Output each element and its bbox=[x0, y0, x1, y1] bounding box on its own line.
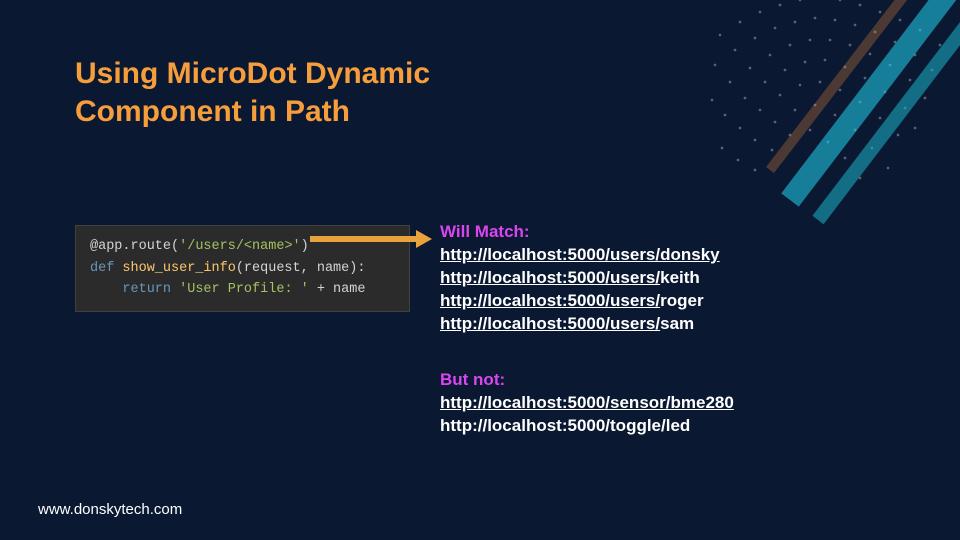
notmatch-url-item: http://localhost:5000/toggle/led bbox=[440, 415, 920, 438]
code-line-2: def show_user_info(request, name): bbox=[90, 258, 395, 280]
but-not-section: But not: http://localhost:5000/sensor/bm… bbox=[440, 370, 920, 438]
match-url-item: http://localhost:5000/users/keith bbox=[440, 267, 920, 290]
arrow-icon bbox=[310, 232, 432, 246]
match-url-list: http://localhost:5000/users/donsky http:… bbox=[440, 244, 920, 336]
page-title: Using MicroDot Dynamic Component in Path bbox=[75, 55, 555, 130]
code-line-3: return 'User Profile: ' + name bbox=[90, 279, 395, 301]
match-url-item: http://localhost:5000/users/sam bbox=[440, 313, 920, 336]
match-url-item: http://localhost:5000/users/roger bbox=[440, 290, 920, 313]
will-match-section: Will Match: http://localhost:5000/users/… bbox=[440, 222, 920, 336]
footer-website: www.donskytech.com bbox=[38, 501, 182, 518]
match-url-item: http://localhost:5000/users/donsky bbox=[440, 244, 920, 267]
notmatch-url-list: http://localhost:5000/sensor/bme280 http… bbox=[440, 392, 920, 438]
but-not-label: But not: bbox=[440, 370, 920, 390]
will-match-label: Will Match: bbox=[440, 222, 920, 242]
notmatch-url-item: http://localhost:5000/sensor/bme280 bbox=[440, 392, 920, 415]
